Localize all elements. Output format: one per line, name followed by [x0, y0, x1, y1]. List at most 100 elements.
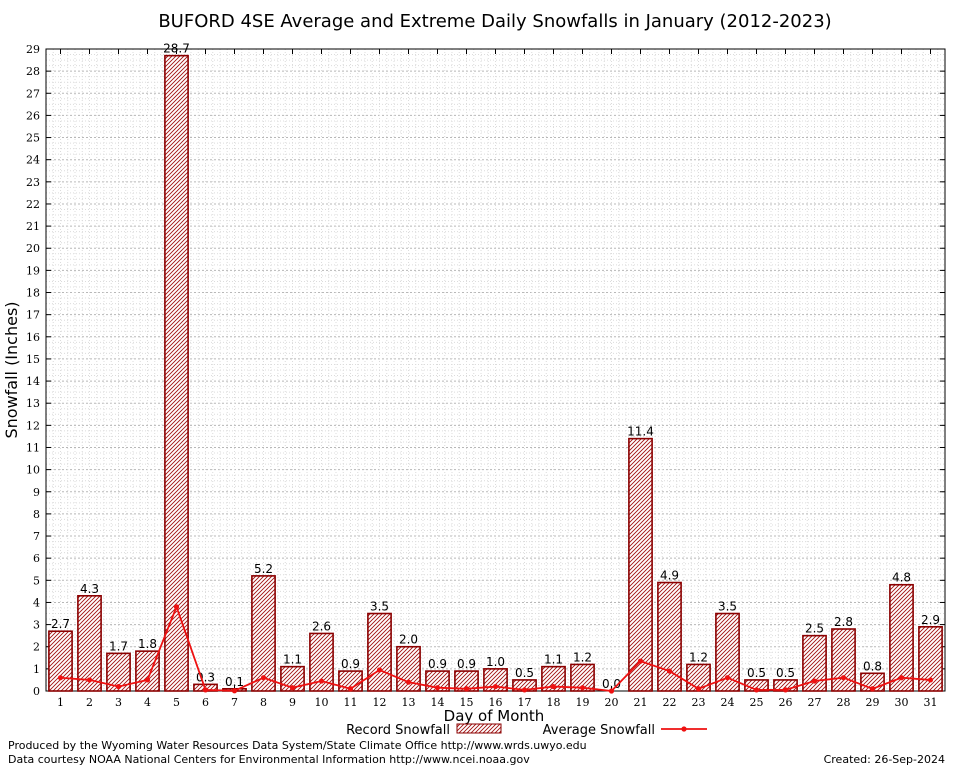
bar-value-label: 0.5: [776, 666, 795, 680]
bar-value-label: 4.8: [892, 571, 911, 585]
y-tick-label: 4: [33, 596, 40, 609]
record-bar: [831, 628, 856, 692]
footer-created: Created: 26-Sep-2024: [824, 753, 945, 766]
average-point: [521, 687, 528, 693]
average-point: [289, 685, 296, 691]
y-tick-label: 11: [26, 441, 40, 454]
average-point: [144, 677, 151, 683]
bar-value-label: 0.9: [341, 657, 360, 671]
record-bar: [657, 581, 682, 692]
average-point: [637, 658, 644, 664]
bar-value-label: 1.1: [544, 653, 563, 667]
average-point: [550, 683, 557, 690]
x-tick-label: 20: [605, 696, 619, 709]
average-point: [608, 688, 615, 694]
average-point: [869, 686, 876, 692]
record-bar: [164, 54, 189, 692]
record-bars: [48, 54, 943, 692]
average-point: [318, 678, 325, 684]
x-tick-label: 10: [315, 696, 329, 709]
record-bar: [802, 634, 827, 692]
y-tick-label: 10: [26, 464, 40, 477]
y-axis-ticks: 0123456789101112131415161718192021222324…: [26, 43, 945, 698]
y-tick-label: 0: [33, 685, 40, 698]
average-point: [695, 686, 702, 692]
x-tick-label: 29: [866, 696, 880, 709]
legend-average-label: Average Snowfall: [543, 723, 655, 738]
average-point: [811, 678, 818, 684]
x-tick-label: 28: [837, 696, 851, 709]
y-tick-label: 6: [33, 552, 40, 565]
y-tick-label: 20: [26, 242, 40, 255]
bar-value-label: 2.0: [399, 633, 418, 647]
record-bar: [367, 612, 392, 692]
y-tick-label: 18: [26, 287, 40, 300]
bar-value-label: 2.8: [834, 615, 853, 629]
record-bar: [541, 665, 566, 692]
bar-value-label: 11.4: [627, 425, 654, 439]
bar-value-label: 0.9: [428, 657, 447, 671]
legend-record-swatch: [456, 723, 502, 734]
average-point: [260, 675, 267, 681]
footer-produced-by: Produced by the Wyoming Water Resources …: [8, 739, 587, 752]
x-axis-label: Day of Month: [444, 707, 545, 725]
y-tick-label: 9: [33, 486, 40, 499]
bar-value-label: 1.2: [573, 650, 592, 664]
average-point: [724, 675, 731, 681]
y-tick-label: 16: [26, 331, 40, 344]
average-point: [840, 675, 847, 681]
x-tick-label: 9: [289, 696, 296, 709]
y-tick-label: 26: [26, 109, 40, 122]
average-point: [927, 677, 934, 683]
record-bar: [251, 575, 276, 692]
x-tick-label: 14: [431, 696, 445, 709]
y-tick-label: 13: [26, 397, 40, 410]
record-bar: [628, 437, 653, 692]
bar-value-label: 28.7: [163, 42, 190, 56]
y-axis-label: Snowfall (Inches): [2, 301, 21, 438]
legend-average-marker: [681, 726, 687, 732]
bar-value-label: 1.1: [283, 653, 302, 667]
record-bar: [918, 625, 943, 692]
average-point: [57, 675, 64, 681]
y-tick-label: 19: [26, 264, 40, 277]
x-tick-label: 19: [576, 696, 590, 709]
y-tick-label: 7: [33, 530, 40, 543]
average-point: [376, 667, 383, 673]
x-tick-label: 3: [115, 696, 122, 709]
bar-value-label: 4.9: [660, 569, 679, 583]
x-tick-label: 30: [895, 696, 909, 709]
x-tick-label: 16: [489, 696, 503, 709]
bar-value-label: 0.8: [863, 659, 882, 673]
bar-value-label: 0.1: [225, 675, 244, 689]
x-tick-label: 18: [547, 696, 561, 709]
average-point: [405, 679, 412, 685]
y-tick-label: 5: [33, 574, 40, 587]
bar-value-label: 1.2: [689, 650, 708, 664]
average-point: [492, 683, 499, 690]
y-tick-label: 27: [26, 87, 40, 100]
x-tick-label: 13: [402, 696, 416, 709]
x-tick-label: 6: [202, 696, 209, 709]
record-bar: [715, 612, 740, 692]
y-tick-label: 14: [26, 375, 40, 388]
y-tick-label: 25: [26, 132, 40, 145]
y-tick-label: 12: [26, 419, 40, 432]
bar-value-label: 0.0: [602, 677, 621, 691]
x-tick-label: 1: [57, 696, 64, 709]
bar-value-labels: 2.74.31.7 1.828.70.3 0.15.21.12.60.93.52.0…: [51, 42, 940, 691]
average-point: [782, 687, 789, 693]
footer-data-courtesy: Data courtesy NOAA National Centers for …: [8, 753, 530, 766]
x-tick-label: 22: [663, 696, 677, 709]
y-tick-label: 24: [26, 154, 40, 167]
record-bar: [570, 663, 595, 692]
x-tick-label: 2: [86, 696, 93, 709]
bar-value-label: 4.3: [80, 582, 99, 596]
average-point: [898, 675, 905, 681]
y-tick-label: 2: [33, 641, 40, 654]
average-line: [57, 604, 934, 694]
record-bar: [106, 652, 131, 692]
x-tick-label: 25: [750, 696, 764, 709]
bar-value-label: 0.5: [515, 666, 534, 680]
y-tick-label: 22: [26, 198, 40, 211]
